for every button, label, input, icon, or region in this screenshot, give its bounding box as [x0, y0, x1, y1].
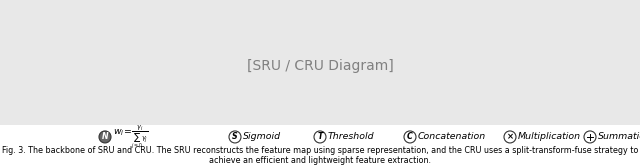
Text: Fig. 3. The backbone of SRU and CRU. The SRU reconstructs the feature map using : Fig. 3. The backbone of SRU and CRU. The…	[2, 146, 638, 165]
Text: S: S	[232, 132, 238, 141]
Ellipse shape	[504, 131, 516, 143]
Text: Concatenation: Concatenation	[418, 132, 486, 141]
Ellipse shape	[584, 131, 596, 143]
Ellipse shape	[99, 131, 111, 143]
Ellipse shape	[229, 131, 241, 143]
Ellipse shape	[314, 131, 326, 143]
Text: [SRU / CRU Diagram]: [SRU / CRU Diagram]	[246, 59, 394, 73]
Bar	[0, 0, 640, 125]
Text: N: N	[102, 132, 108, 141]
Text: $w_i\!=\!\frac{\gamma_i}{\sum_{j=0}\gamma_j}$: $w_i\!=\!\frac{\gamma_i}{\sum_{j=0}\gamm…	[113, 123, 148, 151]
Text: Summation: Summation	[598, 132, 640, 141]
Text: Multiplication: Multiplication	[518, 132, 581, 141]
Text: T: T	[317, 132, 323, 141]
Text: C: C	[407, 132, 413, 141]
Ellipse shape	[404, 131, 416, 143]
Text: Threshold: Threshold	[328, 132, 374, 141]
Text: ×: ×	[506, 132, 513, 141]
Text: Sigmoid: Sigmoid	[243, 132, 281, 141]
